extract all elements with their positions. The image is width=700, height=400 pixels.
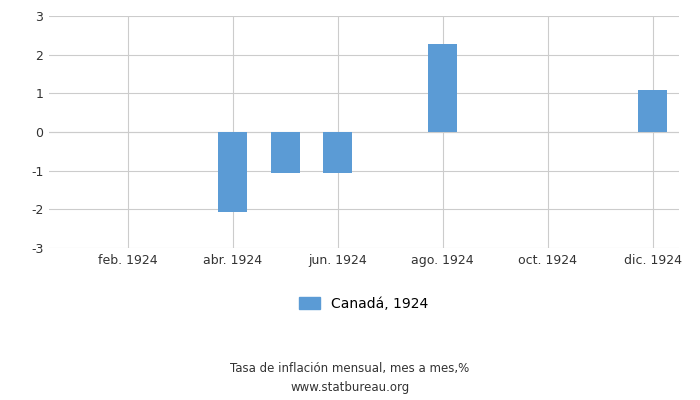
Bar (271, 132, 300, 173)
Legend: Canadá, 1924: Canadá, 1924 (300, 297, 428, 311)
Bar (638, 90, 667, 132)
Text: Tasa de inflación mensual, mes a mes,%
www.statbureau.org: Tasa de inflación mensual, mes a mes,% w… (230, 362, 470, 394)
Bar (428, 44, 457, 132)
Bar (323, 132, 352, 173)
Bar (218, 132, 247, 212)
